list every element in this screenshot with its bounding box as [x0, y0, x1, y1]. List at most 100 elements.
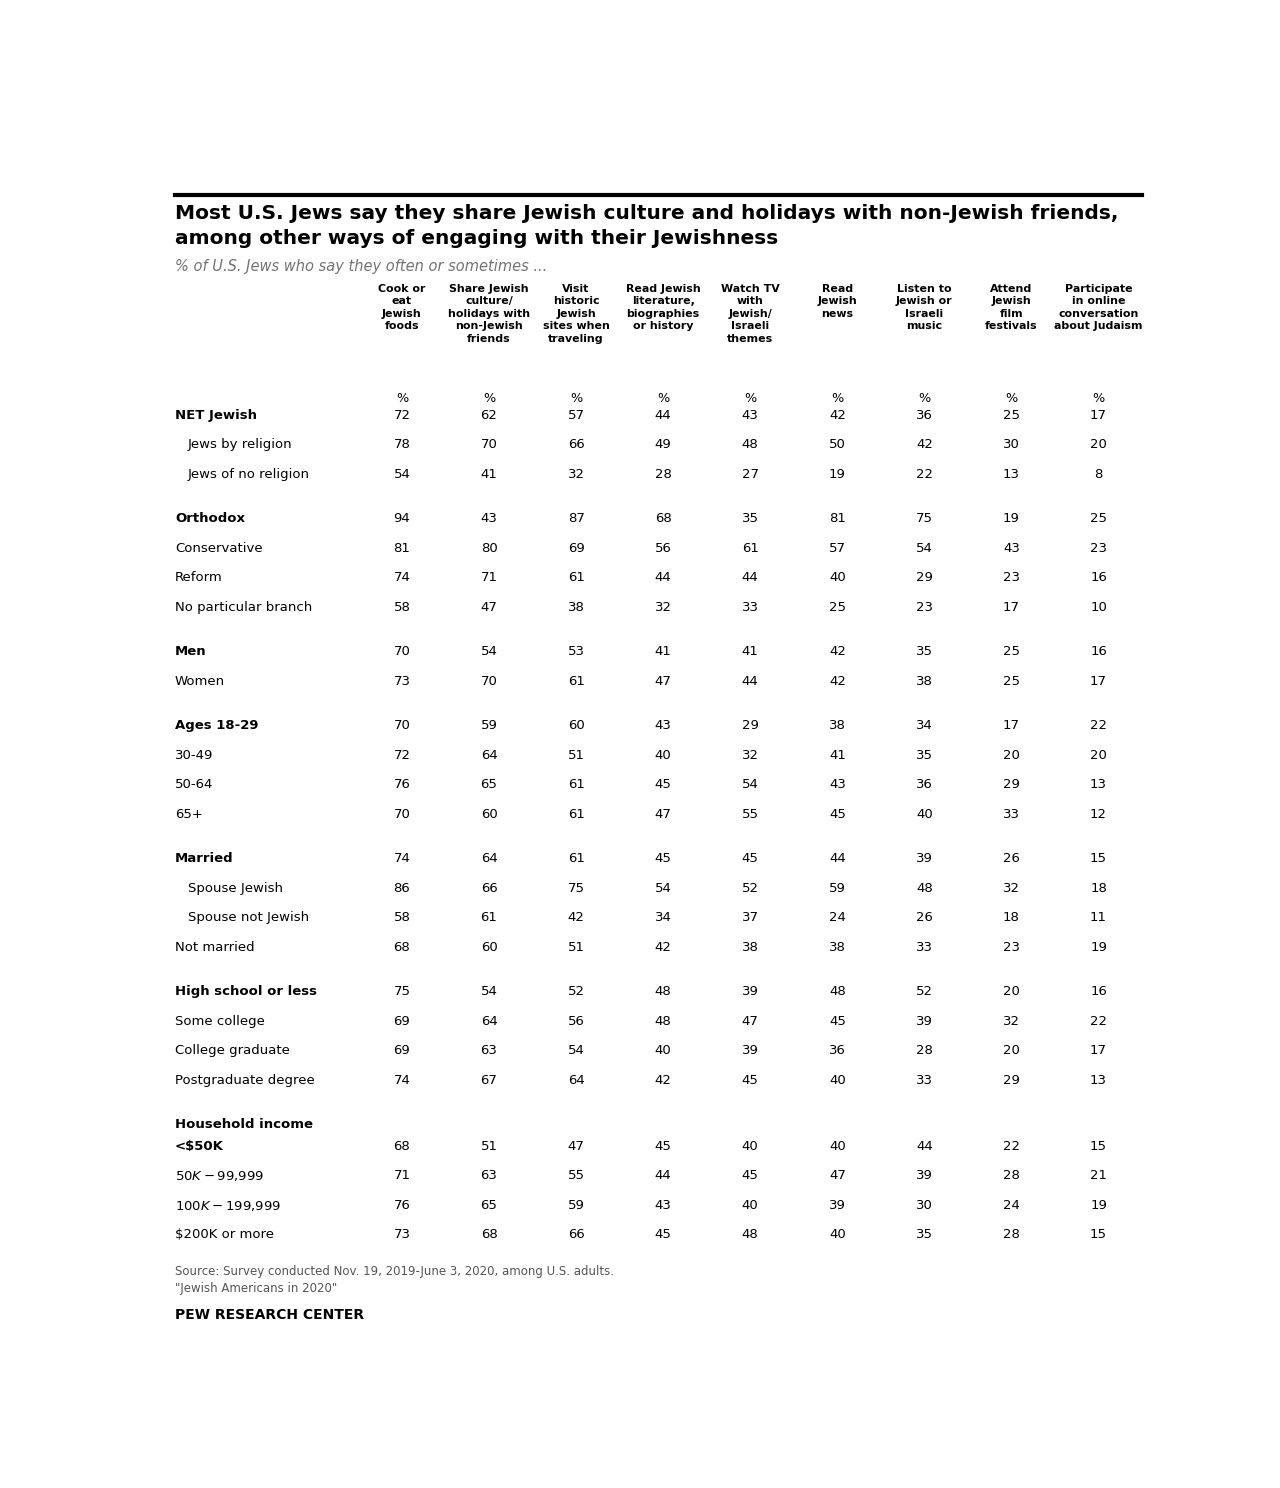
Text: 53: 53: [567, 646, 585, 658]
Text: 19: 19: [1091, 1199, 1107, 1211]
Text: 39: 39: [916, 1015, 933, 1028]
Text: 41: 41: [655, 646, 672, 658]
Text: 35: 35: [916, 1228, 933, 1241]
Text: 32: 32: [567, 469, 585, 481]
Text: Spouse Jewish: Spouse Jewish: [188, 882, 283, 894]
Text: 20: 20: [1091, 439, 1107, 451]
Text: 19: 19: [1004, 512, 1020, 525]
Text: 74: 74: [393, 1074, 411, 1088]
Text: 43: 43: [829, 778, 846, 792]
Text: 34: 34: [655, 912, 672, 924]
Text: 45: 45: [655, 1228, 672, 1241]
Text: 44: 44: [655, 409, 672, 423]
Text: 57: 57: [567, 409, 585, 423]
Text: 37: 37: [741, 912, 759, 924]
Text: 40: 40: [916, 808, 933, 821]
Text: Read
Jewish
news: Read Jewish news: [818, 284, 858, 318]
Text: 19: 19: [829, 469, 846, 481]
Text: PEW RESEARCH CENTER: PEW RESEARCH CENTER: [175, 1308, 364, 1323]
Text: Reform: Reform: [175, 571, 223, 585]
Text: 47: 47: [567, 1140, 585, 1153]
Text: 65+: 65+: [175, 808, 202, 821]
Text: 61: 61: [480, 912, 498, 924]
Text: 25: 25: [1004, 409, 1020, 423]
Text: 28: 28: [1004, 1170, 1020, 1181]
Text: Share Jewish
culture/
holidays with
non-Jewish
friends: Share Jewish culture/ holidays with non-…: [448, 284, 530, 344]
Text: 59: 59: [567, 1199, 585, 1211]
Text: 49: 49: [655, 439, 672, 451]
Text: 44: 44: [655, 1170, 672, 1181]
Text: 54: 54: [480, 646, 498, 658]
Text: $50K-$99,999: $50K-$99,999: [175, 1170, 264, 1183]
Text: 51: 51: [480, 1140, 498, 1153]
Text: 33: 33: [916, 1074, 933, 1088]
Text: Postgraduate degree: Postgraduate degree: [175, 1074, 315, 1088]
Text: 32: 32: [1004, 882, 1020, 894]
Text: 56: 56: [655, 542, 672, 555]
Text: 29: 29: [742, 719, 759, 732]
Text: 29: 29: [1004, 1074, 1020, 1088]
Text: College graduate: College graduate: [175, 1045, 289, 1058]
Text: 78: 78: [393, 439, 411, 451]
Text: 13: 13: [1091, 1074, 1107, 1088]
Text: 80: 80: [480, 542, 498, 555]
Text: 48: 48: [742, 1228, 759, 1241]
Text: 30: 30: [1004, 439, 1020, 451]
Text: 48: 48: [655, 985, 672, 998]
Text: 28: 28: [655, 469, 672, 481]
Text: 45: 45: [742, 1074, 759, 1088]
Text: 48: 48: [655, 1015, 672, 1028]
Text: 50-64: 50-64: [175, 778, 214, 792]
Text: 40: 40: [829, 1074, 846, 1088]
Text: 44: 44: [829, 853, 846, 866]
Text: 52: 52: [916, 985, 933, 998]
Text: 66: 66: [568, 439, 585, 451]
Text: 70: 70: [480, 439, 498, 451]
Text: 75: 75: [393, 985, 411, 998]
Text: 48: 48: [916, 882, 933, 894]
Text: 65: 65: [480, 1199, 498, 1211]
Text: 23: 23: [1004, 940, 1020, 954]
Text: 59: 59: [480, 719, 498, 732]
Text: 66: 66: [480, 882, 498, 894]
Text: 65: 65: [480, 778, 498, 792]
Text: 25: 25: [1004, 646, 1020, 658]
Text: 17: 17: [1004, 601, 1020, 615]
Text: Most U.S. Jews say they share Jewish culture and holidays with non-Jewish friend: Most U.S. Jews say they share Jewish cul…: [175, 204, 1119, 223]
Text: 75: 75: [916, 512, 933, 525]
Text: 15: 15: [1091, 1140, 1107, 1153]
Text: 35: 35: [741, 512, 759, 525]
Text: 54: 54: [655, 882, 672, 894]
Text: 20: 20: [1004, 1045, 1020, 1058]
Text: 29: 29: [1004, 778, 1020, 792]
Text: 70: 70: [393, 808, 411, 821]
Text: 74: 74: [393, 853, 411, 866]
Text: 21: 21: [1091, 1170, 1107, 1181]
Text: 29: 29: [916, 571, 933, 585]
Text: 35: 35: [916, 748, 933, 762]
Text: 45: 45: [829, 1015, 846, 1028]
Text: Participate
in online
conversation
about Judaism: Participate in online conversation about…: [1055, 284, 1143, 332]
Text: 40: 40: [829, 571, 846, 585]
Text: 20: 20: [1004, 748, 1020, 762]
Text: 75: 75: [567, 882, 585, 894]
Text: 47: 47: [655, 808, 672, 821]
Text: 17: 17: [1091, 1045, 1107, 1058]
Text: 58: 58: [393, 601, 411, 615]
Text: 74: 74: [393, 571, 411, 585]
Text: 54: 54: [480, 985, 498, 998]
Text: 86: 86: [393, 882, 411, 894]
Text: 20: 20: [1004, 985, 1020, 998]
Text: Cook or
eat
Jewish
foods: Cook or eat Jewish foods: [379, 284, 426, 332]
Text: 64: 64: [568, 1074, 585, 1088]
Text: 67: 67: [480, 1074, 498, 1088]
Text: 52: 52: [567, 985, 585, 998]
Text: 38: 38: [567, 601, 585, 615]
Text: High school or less: High school or less: [175, 985, 317, 998]
Text: 13: 13: [1004, 469, 1020, 481]
Text: 17: 17: [1004, 719, 1020, 732]
Text: 26: 26: [916, 912, 933, 924]
Text: No particular branch: No particular branch: [175, 601, 312, 615]
Text: 12: 12: [1091, 808, 1107, 821]
Text: %: %: [483, 391, 495, 405]
